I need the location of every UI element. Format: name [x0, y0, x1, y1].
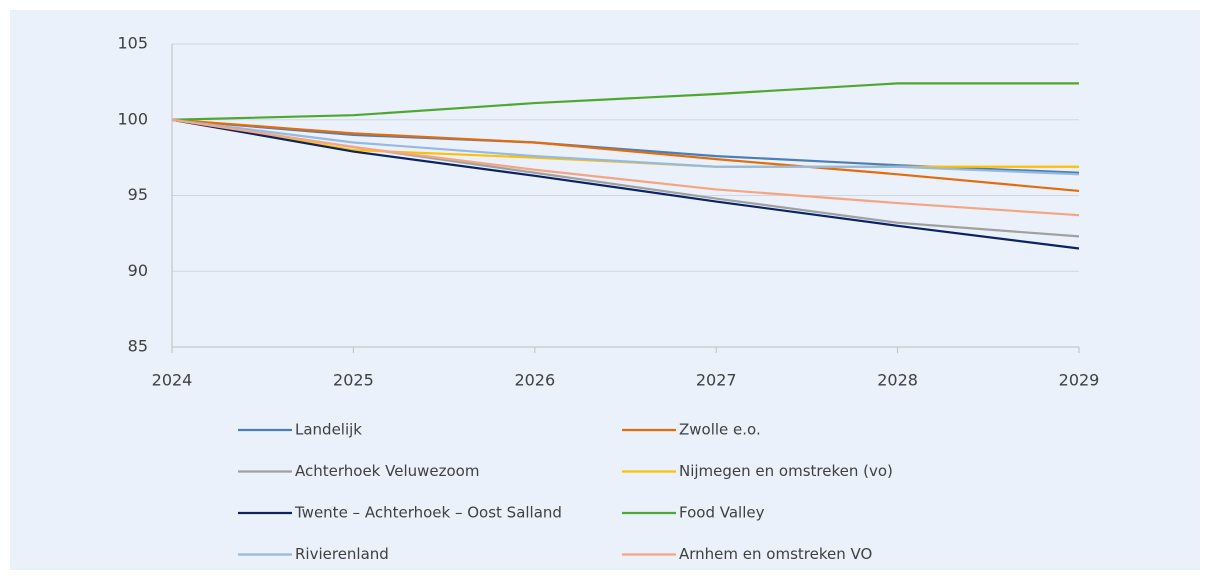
legend-label: Achterhoek Veluwezoom	[295, 462, 479, 480]
legend-label: Nijmegen en omstreken (vo)	[679, 462, 893, 480]
x-tick-label: 2024	[152, 371, 193, 390]
legend-label: Landelijk	[295, 421, 362, 439]
y-tick-label: 85	[128, 337, 148, 356]
x-tick-label: 2027	[696, 371, 737, 390]
x-tick-label: 2029	[1059, 371, 1100, 390]
legend-label: Zwolle e.o.	[679, 421, 761, 439]
legend-label: Twente – Achterhoek – Oost Salland	[294, 504, 562, 522]
series-line	[171, 118, 1080, 217]
y-tick-label: 105	[117, 34, 148, 53]
series-line	[171, 82, 1079, 121]
x-tick-label: 2026	[514, 371, 555, 390]
x-tick-label: 2025	[333, 371, 374, 390]
legend-label: Food Valley	[679, 504, 765, 522]
series-line	[171, 118, 1080, 250]
y-tick-label: 95	[128, 185, 148, 204]
series-line	[171, 118, 1080, 176]
y-tick-label: 90	[128, 261, 148, 280]
legend-label: Rivierenland	[295, 545, 389, 563]
y-tick-label: 100	[117, 109, 148, 128]
chart-background	[10, 10, 1200, 570]
series-line	[171, 118, 1080, 193]
x-tick-label: 2028	[877, 371, 918, 390]
legend-label: Arnhem en omstreken VO	[679, 545, 872, 563]
